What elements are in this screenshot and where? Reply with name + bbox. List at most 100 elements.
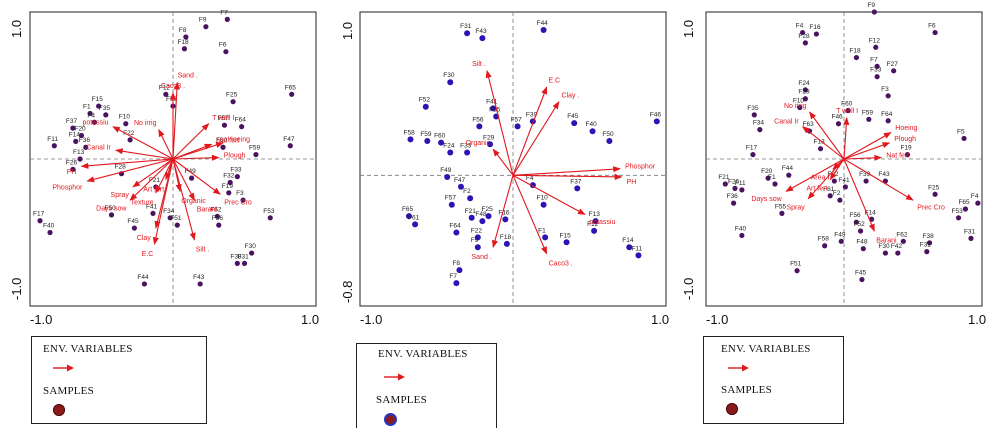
legend-sample-dot-icon [726,403,738,415]
env-variable-label: potassiu [589,219,615,226]
legend-env-title: ENV. VARIABLES [378,348,468,360]
sample-point [167,215,173,221]
sample-point [653,118,660,125]
sample-point [241,260,248,266]
env-variable-arrow [785,158,845,192]
sample-label: F26 [66,159,78,166]
sample-point [249,250,255,256]
sample-point [853,54,860,61]
sample-point [224,16,230,22]
sample-label: F45 [567,113,579,120]
sample-label: F6 [219,42,227,49]
sample-point [87,110,93,117]
sample-point [453,280,460,287]
env-variable-label: No irrig [784,103,807,110]
sample-label: F60 [841,100,853,107]
sample-label: F43 [475,28,487,35]
sample-point [487,141,494,148]
sample-label: F47 [283,136,295,143]
sample-label: F40 [735,225,747,232]
sample-label: F59 [862,109,874,116]
y-tick-top-2: 1.0 [340,21,355,40]
sample-point [174,222,180,228]
sample-point [591,227,598,234]
sample-label: F31 [964,228,976,235]
sample-point [739,232,745,239]
sample-point [731,200,737,206]
sample-point [457,183,464,190]
env-variable-arrow [512,101,560,176]
env-variable-arrow [112,126,174,160]
sample-point [838,238,844,244]
sample-label: F38 [230,253,242,260]
sample-point [882,250,889,256]
sample-point [961,135,967,142]
sample-label: F19 [222,183,234,190]
env-variable-arrow [172,142,224,160]
sample-point [866,116,872,122]
sample-label: F1 [768,174,776,181]
env-variable-label: Area I [811,175,830,182]
sample-point [750,151,756,158]
env-variable-arrow [829,158,845,181]
sample-point [424,138,431,145]
sample-label: F50 [105,205,117,212]
legend-env-title: ENV. VARIABLES [43,343,133,355]
legend-samples-title: SAMPLES [376,394,427,406]
sample-label: F42 [891,243,903,250]
sample-point [571,120,578,127]
sample-point [503,240,510,247]
env-variable-arrow [843,142,891,160]
legend-sample-dot-icon [53,404,65,416]
sample-label: F58 [818,236,830,243]
y-tick-top-1: 1.0 [9,19,24,38]
sample-label: F53 [952,208,964,215]
sample-label: F34 [163,208,175,215]
sample-point [822,243,828,249]
sample-label: F33 [870,67,882,74]
sample-label: F10 [119,114,131,121]
y-tick-top-3: 1.0 [681,19,696,38]
sample-point [837,197,843,203]
sample-label: F3 [236,190,244,197]
sample-point [96,103,102,109]
sample-point [214,213,220,219]
sample-label: F15 [560,232,572,239]
sample-point [891,68,897,74]
env-variable-arrow [801,126,845,160]
sample-point [70,125,76,131]
sample-point [47,229,53,236]
sample-point [817,146,824,152]
sample-point [772,181,778,187]
sample-label: F20 [74,125,86,132]
env-variable-arrow [172,158,221,195]
env-variable-label: No irrig [134,120,157,127]
sample-label: F52 [854,221,866,228]
sample-point [464,149,471,156]
sample-label: F18 [177,39,189,46]
env-variable-label: Days sow [96,206,127,213]
x-tick-left-2: -1.0 [360,312,383,327]
sample-label: F11 [631,245,642,252]
sample-label: F48 [475,211,487,218]
env-variable-label: Plough [894,136,916,143]
sample-label: F10 [793,98,805,105]
sample-label: F65 [958,199,970,206]
sample-label: F16 [498,209,510,216]
sample-label: F57 [445,195,457,202]
sample-label: F12 [869,37,881,44]
sample-label: F3 [881,86,889,93]
sample-point [859,276,865,283]
sample-label: F7 [220,9,228,16]
env-variable-label: Caco3 . [161,83,185,90]
sample-point [779,210,785,216]
sample-label: F35 [747,105,759,112]
legend-env-title: ENV. VARIABLES [721,343,811,355]
sample-label: F48 [856,239,868,246]
env-variable-label: Phosphor [52,184,83,191]
sample-label: F56 [849,212,861,219]
sample-label: F19 [900,145,912,152]
sample-label: F27 [887,61,899,68]
